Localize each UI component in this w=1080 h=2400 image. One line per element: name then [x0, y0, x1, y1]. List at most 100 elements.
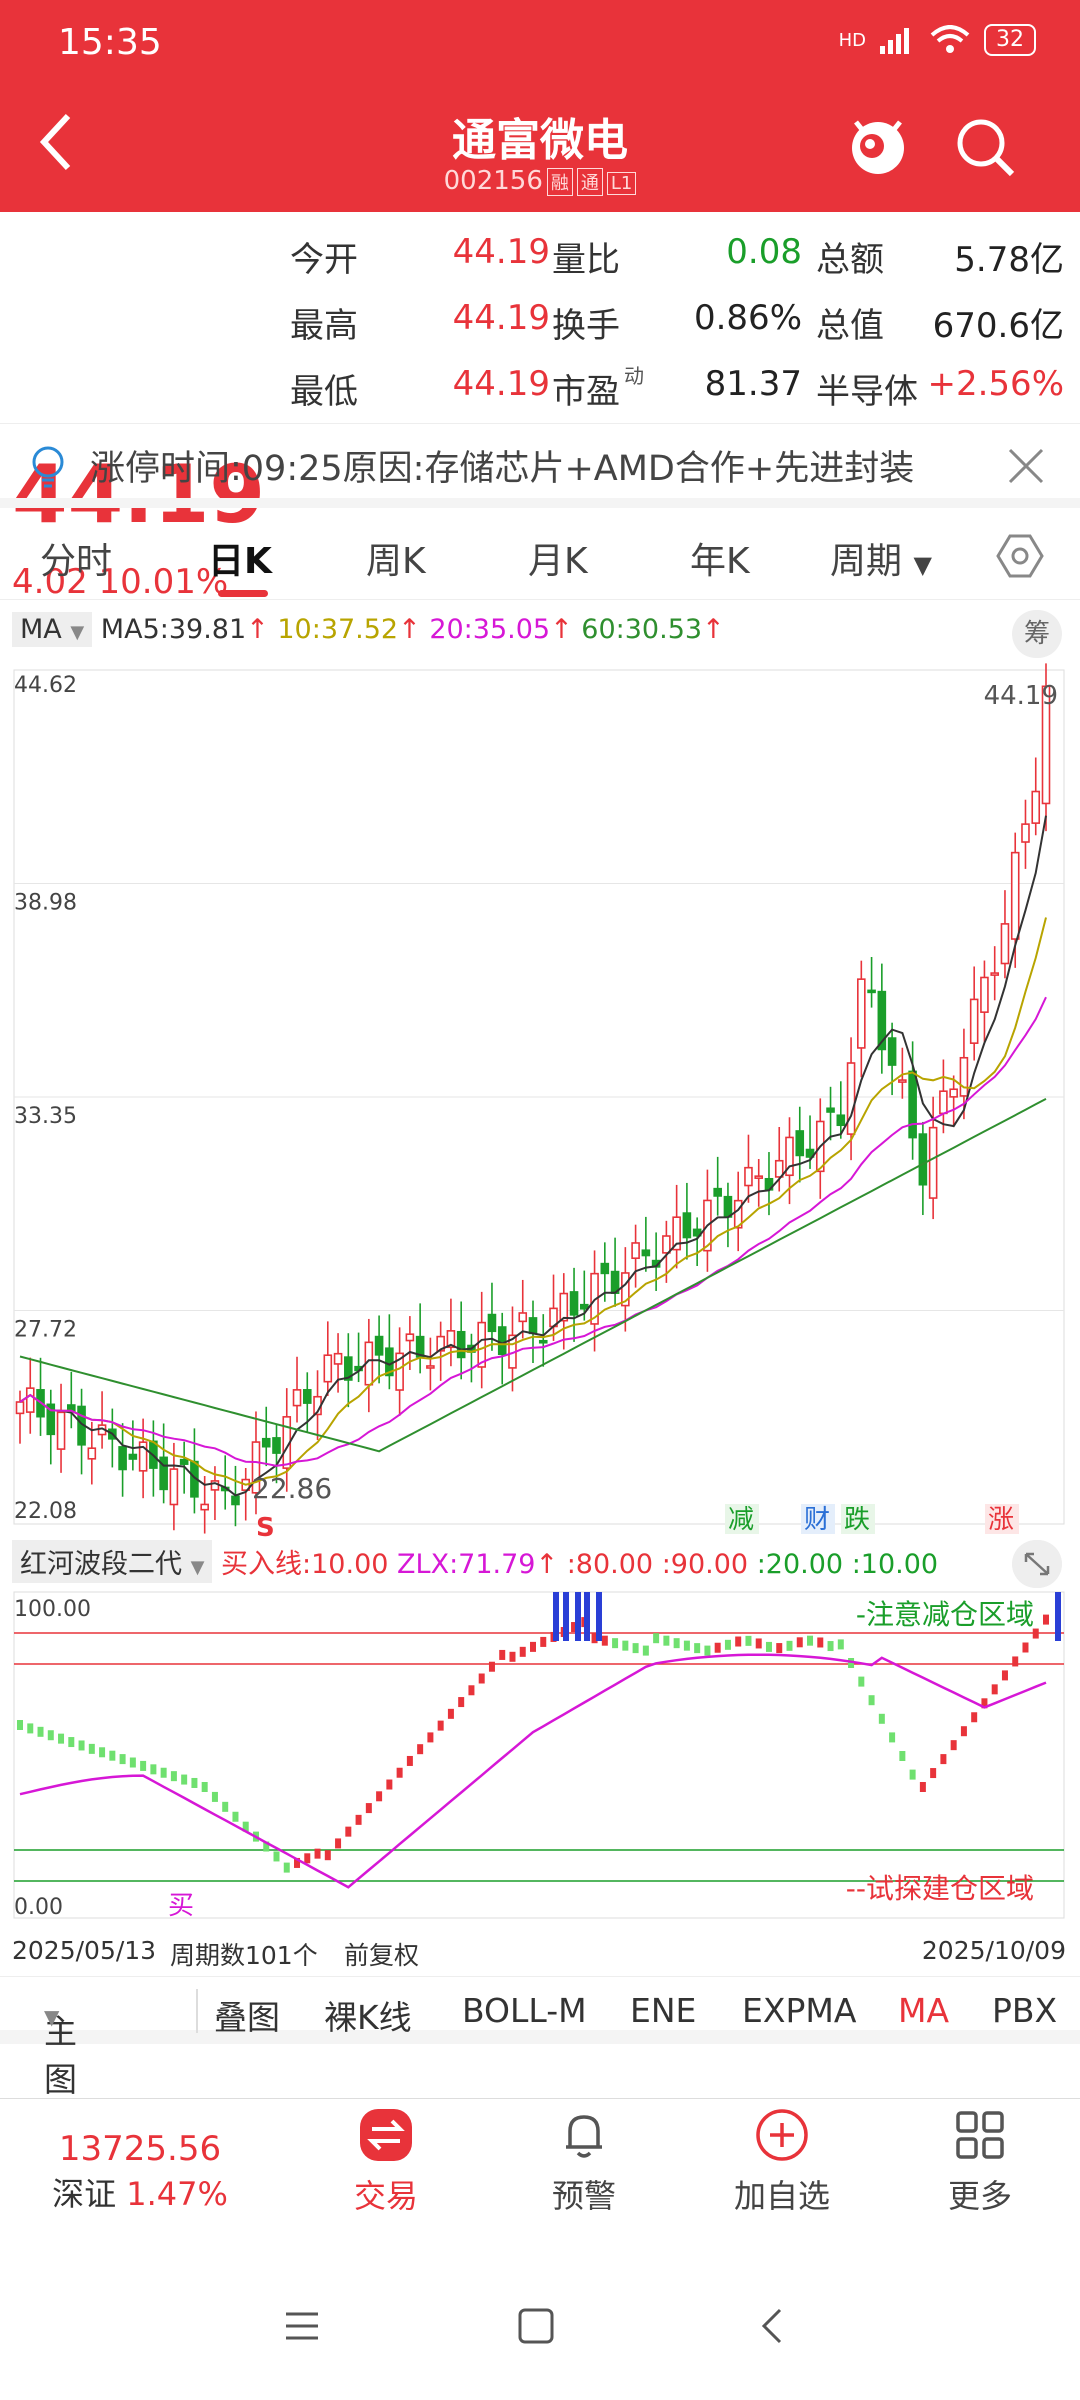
y-tick-label: 22.08: [14, 1499, 77, 1524]
signal-badge-bg: [841, 1504, 875, 1534]
tab-pbx[interactable]: PBX: [992, 1991, 1058, 2030]
signal-bar: [355, 1814, 362, 1825]
signal-bar: [365, 1803, 372, 1814]
indicator-selector[interactable]: 红河波段二代 ▼: [12, 1540, 213, 1583]
ma10-value: 10:37.52: [277, 614, 399, 645]
quote-value: 0.08: [726, 232, 802, 272]
tab-daily-k[interactable]: 日K: [208, 541, 272, 582]
home-square-icon[interactable]: [516, 2306, 556, 2346]
signal-bar: [765, 1641, 772, 1652]
tab-expma[interactable]: EXPMA: [742, 1991, 857, 2030]
tab-boll-m[interactable]: BOLL-M: [462, 1991, 587, 2030]
assistant-robot-icon[interactable]: [848, 112, 908, 178]
candle-body: [559, 1292, 569, 1322]
candle-body: [344, 1356, 353, 1381]
candle-body: [15, 1401, 25, 1415]
settings-hexagon-icon[interactable]: [996, 532, 1044, 580]
tab-weekly-k[interactable]: 周K: [366, 541, 426, 582]
signal-bar: [653, 1633, 660, 1644]
tab-ma[interactable]: MA: [898, 1991, 950, 2030]
quote-label: 最高: [290, 306, 358, 346]
signal-bar: [160, 1767, 167, 1778]
signal-bar: [417, 1744, 424, 1755]
start-date: 2025/05/13: [12, 1936, 157, 1965]
candle-body: [374, 1335, 384, 1356]
signal-bar: [140, 1760, 147, 1771]
expand-icon[interactable]: [1012, 1540, 1062, 1588]
candle-body: [56, 1411, 66, 1450]
chip-distribution-button[interactable]: 筹: [1012, 610, 1062, 658]
candle-body: [569, 1291, 579, 1316]
search-icon[interactable]: [954, 116, 1016, 178]
candle-body: [672, 1216, 681, 1251]
signal-bar: [150, 1764, 157, 1775]
quote-panel: 44.19 4.02 10.01% 今开 44.19 量比 0.08 总额 5.78亿 最高…: [0, 212, 1080, 602]
main-chart-label: 主图: [44, 2012, 77, 2099]
menu-icon[interactable]: [282, 2306, 322, 2346]
add-circle-icon: [756, 2109, 808, 2161]
index-ticker[interactable]: 13725.56 深证 1.47%: [40, 2129, 240, 2215]
chevron-down-icon: ▼: [190, 1557, 205, 1578]
signal-icon: [880, 28, 909, 54]
candle-body: [497, 1326, 507, 1356]
tab-period[interactable]: 周期 ▼: [830, 532, 932, 584]
notice-text: 涨停时间:09:25原因:存储芯片+AMD合作+先进封装: [90, 449, 915, 489]
tab-yearly-k[interactable]: 年K: [690, 541, 750, 582]
nav-alert[interactable]: 预警: [484, 2107, 684, 2217]
tab-ene[interactable]: ENE: [630, 1991, 697, 2030]
candle-body: [323, 1354, 333, 1383]
candle-body: [200, 1503, 209, 1511]
tab-overlay[interactable]: 叠图: [214, 1998, 280, 2037]
signal-bar: [724, 1639, 731, 1650]
trade-icon: [360, 2109, 412, 2161]
candle-body: [826, 1107, 835, 1113]
buy-mark: 买: [168, 1891, 194, 1921]
nav-more[interactable]: 更多: [880, 2107, 1080, 2217]
candle-body: [405, 1333, 415, 1342]
candle-body: [292, 1389, 302, 1407]
signal-bar: [191, 1777, 198, 1788]
kline-chart[interactable]: 44.62 38.98 33.35 27.72 22.08 44.19 22.86 S 减 财跌 涨: [0, 658, 1080, 1538]
signal-bar: [930, 1768, 937, 1779]
limit-up-notice[interactable]: 涨停时间:09:25原因:存储芯片+AMD合作+先进封装: [0, 426, 1080, 508]
top-zone-label: -注意减仓区域: [856, 1598, 1034, 1631]
signal-bar: [335, 1838, 342, 1849]
tab-monthly-k[interactable]: 月K: [528, 541, 588, 582]
tab-naked-k[interactable]: 裸K线: [324, 1998, 412, 2037]
nav-trade[interactable]: 交易: [286, 2107, 486, 2217]
candle-body: [518, 1312, 528, 1323]
ma-selector[interactable]: MA ▼: [12, 612, 93, 647]
back-triangle-icon[interactable]: [752, 2306, 792, 2346]
signal-bar: [345, 1826, 352, 1837]
candle-body: [169, 1468, 179, 1506]
arrow-up-icon: ↑: [246, 614, 269, 645]
quote-label: 量比: [552, 240, 620, 280]
candle-body: [631, 1242, 640, 1260]
candle-body: [641, 1249, 651, 1257]
quote-value: 81.37: [704, 364, 802, 404]
close-icon[interactable]: [1006, 446, 1046, 486]
tab-intraday[interactable]: 分时: [40, 541, 113, 582]
tag-margin: 融: [546, 168, 573, 196]
candle-body: [87, 1447, 97, 1460]
stock-name: 通富微电: [452, 115, 628, 166]
tab-period-label: 周期: [830, 541, 903, 582]
candle-body: [138, 1441, 148, 1472]
nav-add-watchlist[interactable]: 加自选: [682, 2107, 882, 2217]
status-icons: HD 32: [839, 24, 1036, 56]
signal-bar: [447, 1708, 454, 1719]
signal-bar: [1032, 1628, 1039, 1639]
signal-bar: [119, 1754, 126, 1765]
signal-bar: [304, 1853, 311, 1864]
y-tick-label: 0.00: [14, 1895, 63, 1920]
ma-selector-label: MA: [20, 614, 62, 645]
signal-bar: [807, 1635, 814, 1646]
quote-label-superscript: 动: [624, 364, 644, 388]
signal-bar: [642, 1645, 649, 1656]
candle-body: [128, 1453, 138, 1460]
signal-bar: [591, 1633, 598, 1644]
signal-bar: [663, 1635, 670, 1646]
candle-body: [990, 972, 1000, 976]
back-icon[interactable]: [36, 112, 76, 172]
